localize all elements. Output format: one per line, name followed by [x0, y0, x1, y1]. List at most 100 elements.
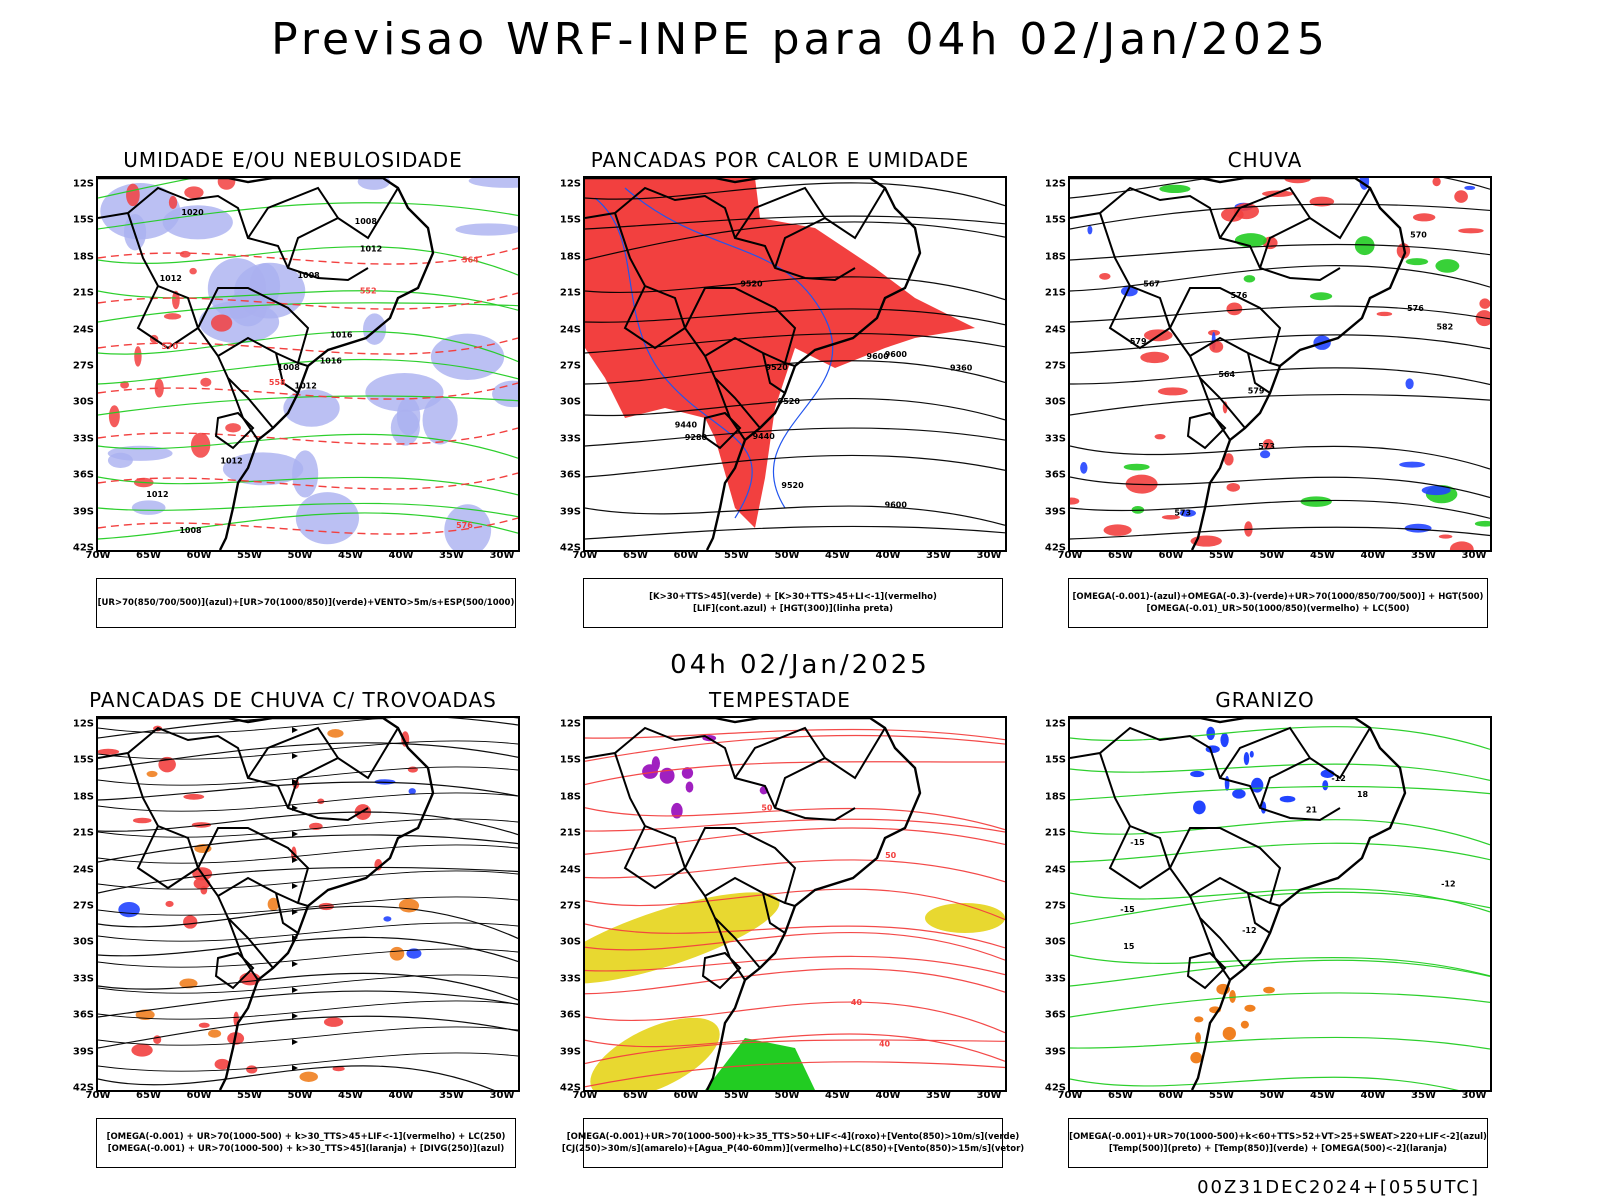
- panel-chuva: CHUVA 12S 15S 18S 21S 24S 27S 30S 33S 36S 39S 42S 58…: [1030, 148, 1500, 628]
- legend-line: [LIF](cont.azul) + [HGT(300)](linha pret…: [692, 604, 894, 614]
- lat-tick-label: 21S: [1044, 827, 1066, 839]
- lon-axis: 70W 65W 60W 55W 50W 45W 40W 35W 30W: [1058, 1090, 1492, 1104]
- lat-tick-label: 36S: [72, 469, 94, 481]
- contour-label: 570: [161, 342, 178, 351]
- lat-tick-label: 21S: [559, 827, 581, 839]
- contour-label: 1008: [179, 526, 202, 535]
- panel-legend: [OMEGA(-0.001)+UR>70(1000-500)+k>35_TTS>…: [562, 1118, 1024, 1168]
- map-graphic: 1012 1012 1008 1012 1016 1012 1008 1008 1012 1016…: [98, 178, 518, 550]
- lon-tick-label: 40W: [1360, 550, 1386, 561]
- mid-title: 04h 02/Jan/2025: [670, 650, 930, 680]
- lon-tick-label: 60W: [186, 550, 212, 561]
- lon-tick-label: 65W: [136, 550, 161, 561]
- lon-tick-label: 30W: [976, 1090, 1002, 1101]
- lat-tick-label: 18S: [1044, 791, 1066, 803]
- legend-line: [K>30+TTS>45](verde) + [K>30+TTS>45+LI<-…: [649, 592, 937, 602]
- lon-tick-label: 65W: [1108, 550, 1133, 561]
- lon-tick-label: 65W: [1108, 1090, 1133, 1101]
- lon-tick-label: 55W: [237, 1090, 262, 1101]
- lat-tick-label: 12S: [72, 178, 94, 190]
- legend-line: [Temp(500)](preto) + [Temp(850)](verde) …: [1108, 1144, 1448, 1154]
- lat-tick-label: 18S: [72, 251, 94, 263]
- lat-tick-label: 39S: [72, 1046, 94, 1058]
- panel-legend: [UR>70(850/700/500)](azul)+[UR>70(1000/8…: [96, 578, 516, 628]
- lon-tick-label: 70W: [1057, 550, 1083, 561]
- panel-title: CHUVA: [1227, 148, 1303, 172]
- lon-tick-label: 50W: [1259, 1090, 1285, 1101]
- lat-tick-label: 12S: [559, 178, 581, 190]
- contour-label: 21: [1306, 806, 1318, 815]
- lon-tick-label: 60W: [186, 1090, 212, 1101]
- lat-tick-label: 18S: [1044, 251, 1066, 263]
- lat-tick-label: 12S: [72, 718, 94, 730]
- lat-tick-label: 24S: [1044, 864, 1066, 876]
- lat-tick-label: 33S: [1044, 433, 1066, 445]
- panel-granizo: GRANIZO 12S 15S 18S 21S 24S 27S 30S 33S 36S 39S 42S…: [1030, 688, 1500, 1168]
- lon-tick-label: 30W: [976, 550, 1002, 561]
- lon-tick-label: 55W: [724, 1090, 749, 1101]
- contour-label: 573: [1258, 442, 1275, 451]
- lat-tick-label: 36S: [559, 469, 581, 481]
- lon-tick-label: 65W: [623, 550, 648, 561]
- panel-title: TEMPESTADE: [709, 688, 851, 712]
- contour-label: 552: [360, 286, 377, 295]
- lat-tick-label: 24S: [72, 864, 94, 876]
- map-graphic: -12 -12 -15 -15 15 18 21 -12: [1070, 718, 1490, 1090]
- lat-tick-label: 39S: [1044, 506, 1066, 518]
- lon-tick-label: 50W: [774, 1090, 800, 1101]
- lon-tick-label: 40W: [388, 1090, 414, 1101]
- lon-tick-label: 35W: [1411, 1090, 1436, 1101]
- map-plot: 9600 9600 9600 9520 9520 9520 9520 9440 9440 9360…: [583, 176, 1007, 552]
- contour-label: 567: [1143, 279, 1160, 288]
- lon-axis: 70W 65W 60W 55W 50W 45W 40W 35W 30W: [573, 550, 1007, 564]
- lat-tick-label: 42S: [72, 542, 94, 554]
- contour-label: 579: [1130, 337, 1147, 346]
- contour-label: 50: [885, 851, 897, 860]
- lon-tick-label: 50W: [287, 550, 313, 561]
- lon-tick-label: 45W: [338, 550, 363, 561]
- lat-tick-label: 24S: [1044, 324, 1066, 336]
- contour-label: 576: [456, 521, 473, 530]
- panel-legend: [OMEGA(-0.001) + UR>70(1000-500) + k>30_…: [96, 1118, 516, 1168]
- lat-tick-label: 24S: [72, 324, 94, 336]
- lon-tick-label: 70W: [572, 1090, 598, 1101]
- lon-axis: 70W 65W 60W 55W 50W 45W 40W 35W 30W: [86, 550, 520, 564]
- contour-label: 1020: [181, 208, 204, 217]
- lat-axis: 12S 15S 18S 21S 24S 27S 30S 33S 36S 39S 42S: [1030, 176, 1066, 554]
- lat-tick-label: 33S: [559, 973, 581, 985]
- lon-axis: 70W 65W 60W 55W 50W 45W 40W 35W 30W: [573, 1090, 1007, 1104]
- lat-tick-label: 42S: [559, 542, 581, 554]
- lon-tick-label: 45W: [1310, 1090, 1335, 1101]
- lon-tick-label: 40W: [875, 550, 901, 561]
- contour-label: 1008: [297, 271, 320, 280]
- lat-tick-label: 36S: [559, 1009, 581, 1021]
- contour-label: 9440: [753, 432, 776, 441]
- contour-label: -12: [1331, 774, 1345, 783]
- lat-tick-label: 42S: [72, 1082, 94, 1094]
- map-graphic: 50 40 50 40: [585, 718, 1005, 1090]
- map-graphic: 9600960096009520952095209520944094409360…: [585, 178, 1005, 550]
- lon-tick-label: 55W: [724, 550, 749, 561]
- contour-label: -12: [1441, 880, 1455, 889]
- lat-tick-label: 12S: [1044, 718, 1066, 730]
- lon-tick-label: 35W: [926, 550, 951, 561]
- lat-tick-label: 15S: [72, 214, 94, 226]
- lon-tick-label: 55W: [1209, 1090, 1234, 1101]
- lon-tick-label: 30W: [489, 1090, 515, 1101]
- lat-tick-label: 12S: [559, 718, 581, 730]
- lat-tick-label: 18S: [559, 251, 581, 263]
- contour-label: 1012: [160, 274, 182, 283]
- lat-tick-label: 42S: [559, 1082, 581, 1094]
- lat-tick-label: 27S: [1044, 360, 1066, 372]
- lat-tick-label: 15S: [72, 754, 94, 766]
- legend-line: [OMEGA(-0.001)-(azul)+OMEGA(-0.3)-(verde…: [1072, 592, 1484, 602]
- contour-label: 50: [761, 804, 773, 813]
- lon-tick-label: 50W: [1259, 550, 1285, 561]
- contour-label: 18: [1357, 790, 1369, 799]
- lon-tick-label: 30W: [489, 550, 515, 561]
- lat-tick-label: 21S: [72, 827, 94, 839]
- lat-tick-label: 27S: [1044, 900, 1066, 912]
- contour-label: 1016: [320, 357, 343, 366]
- lon-tick-label: 65W: [136, 1090, 161, 1101]
- map-plot: 1012 1012 1008 1012 1016 1012 1008 1008 1012 1016…: [96, 176, 520, 552]
